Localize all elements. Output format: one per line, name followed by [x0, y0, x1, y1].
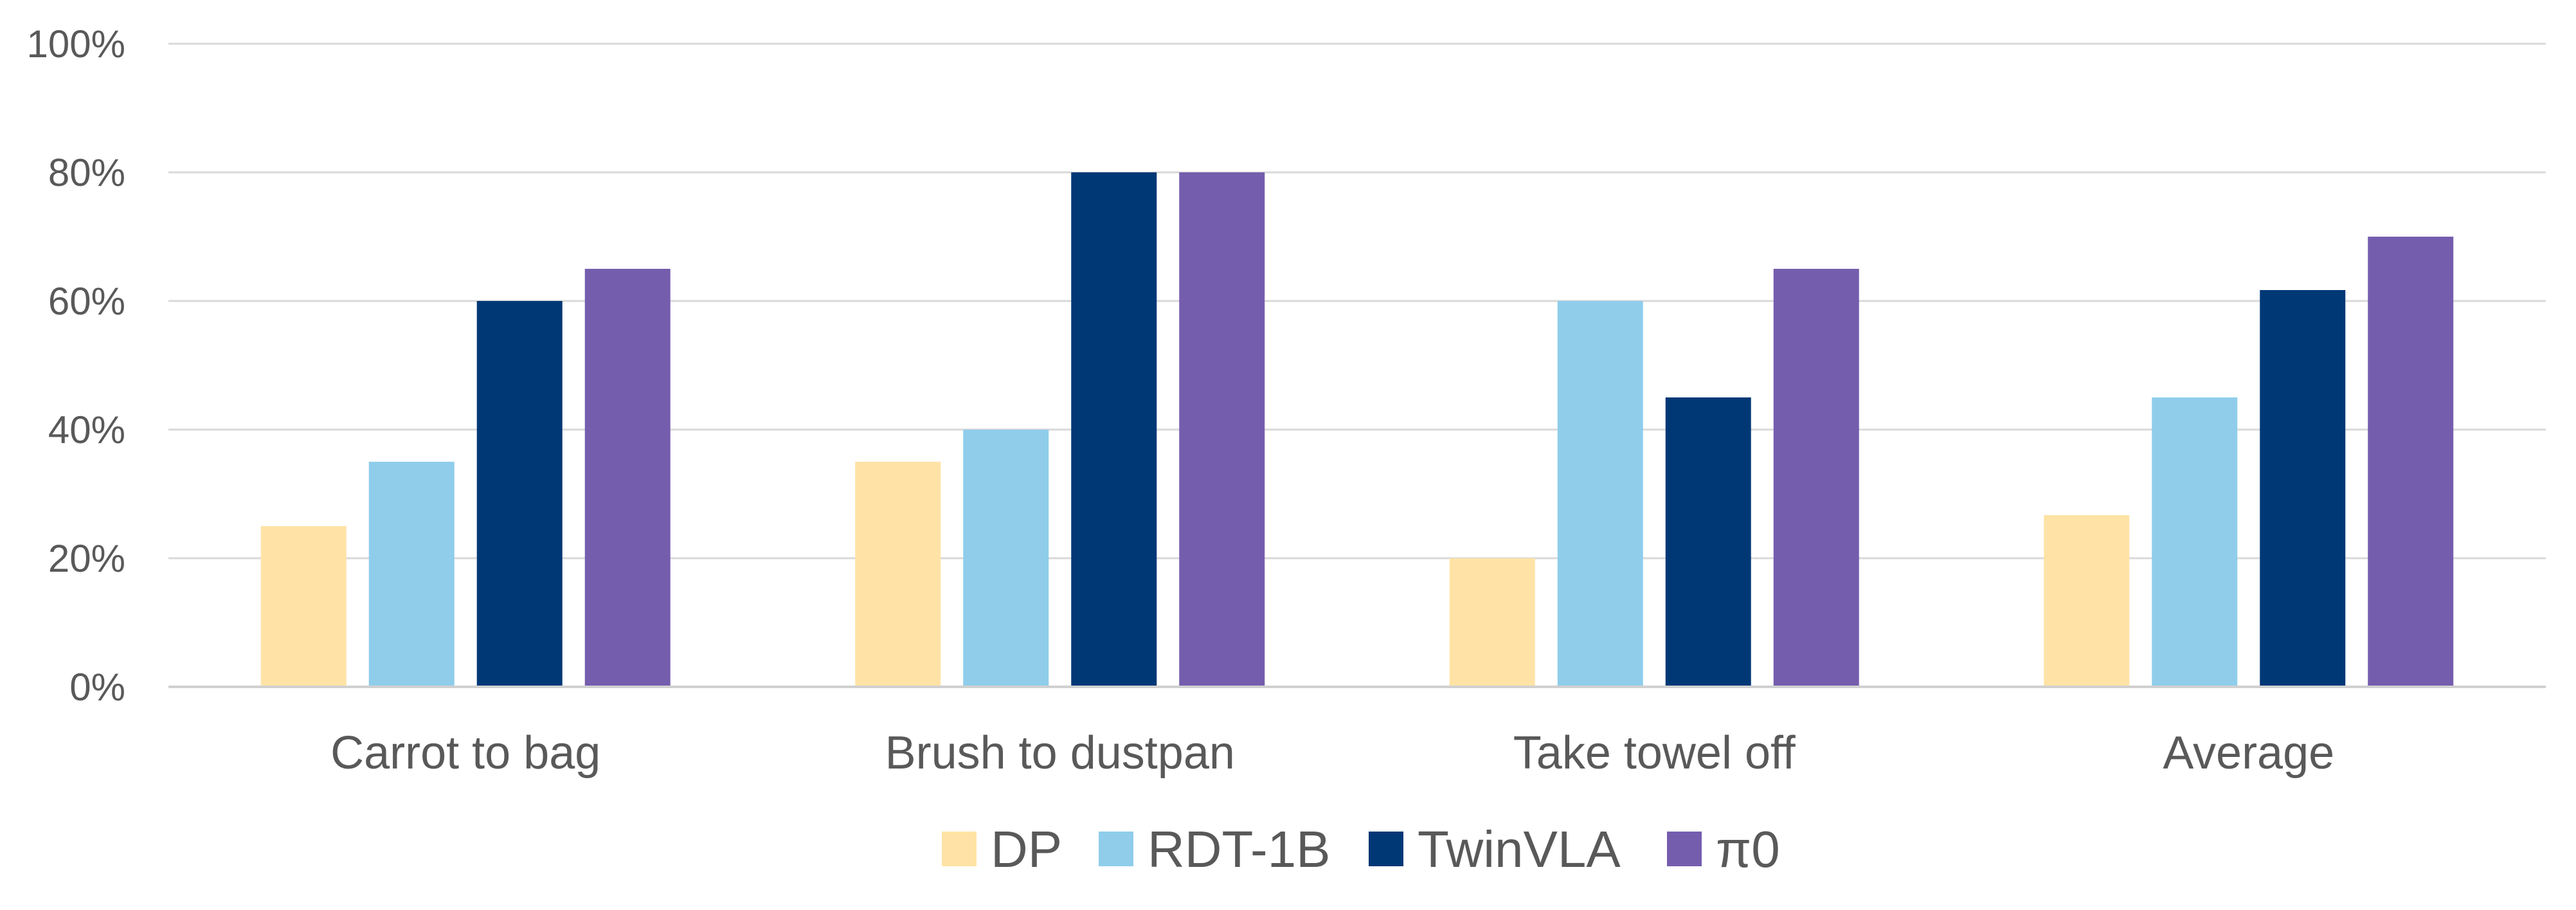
- legend-label: π0: [1716, 821, 1780, 878]
- category-label: Brush to dustpan: [885, 727, 1235, 779]
- bar: [368, 462, 455, 687]
- bar: [1179, 172, 1265, 687]
- y-tick-label: 40%: [48, 408, 125, 451]
- bar: [855, 462, 941, 687]
- category-label: Take towel off: [1513, 727, 1796, 779]
- y-tick-label: 0%: [69, 666, 125, 709]
- bar: [2152, 397, 2238, 687]
- legend-label: DP: [991, 821, 1062, 878]
- y-tick-label: 20%: [48, 537, 125, 580]
- grid: [168, 42, 2546, 560]
- bar: [584, 269, 671, 687]
- axes: 0% 20% 40% 60% 80% 100% Carrot to bag Brush to …: [27, 23, 2546, 779]
- bar: [963, 430, 1049, 687]
- category-label: Carrot to bag: [330, 727, 600, 779]
- bar: [1071, 172, 1157, 687]
- y-tick-label: 60%: [48, 280, 125, 323]
- legend-swatch: [1667, 832, 1702, 866]
- bar: [1557, 301, 1643, 687]
- legend-swatch: [1099, 832, 1133, 866]
- legend-label: TwinVLA: [1418, 821, 1621, 878]
- bars: [260, 172, 2454, 687]
- bar: [2044, 515, 2130, 687]
- bar: [1449, 558, 1535, 687]
- legend-swatch: [1369, 832, 1403, 866]
- bar: [2260, 290, 2346, 687]
- bar: [476, 301, 563, 687]
- legend: DP RDT-1B TwinVLA π0: [942, 821, 1780, 878]
- bar: [260, 526, 347, 687]
- legend-swatch: [942, 832, 977, 866]
- legend-label: RDT-1B: [1148, 821, 1331, 878]
- y-tick-label: 100%: [27, 23, 125, 66]
- bar: [2368, 237, 2454, 687]
- category-label: Average: [2163, 727, 2334, 779]
- bar: [1773, 269, 1859, 687]
- bar: [1665, 397, 1751, 687]
- y-tick-label: 80%: [48, 151, 125, 194]
